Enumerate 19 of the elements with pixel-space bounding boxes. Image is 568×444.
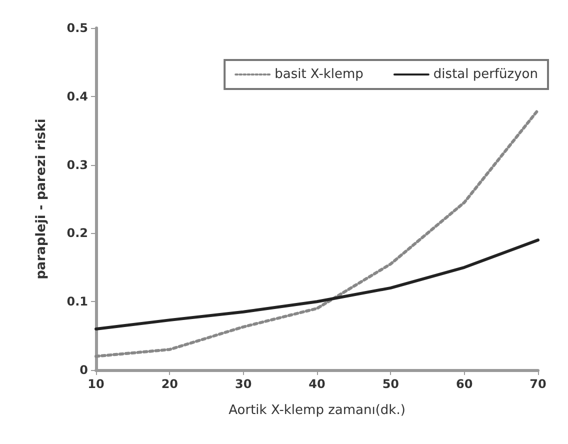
y-tick-label: 0.5 <box>66 21 88 35</box>
x-tick-label: 20 <box>161 377 178 391</box>
x-tick-label: 60 <box>456 377 473 391</box>
x-tick-label: 50 <box>382 377 400 391</box>
legend-label: distal perfüzyon <box>433 67 538 82</box>
x-tick-label: 40 <box>308 377 326 391</box>
y-tick-label: 0 <box>80 363 88 377</box>
legend-label: basit X-klemp <box>274 67 364 82</box>
line-series <box>94 108 540 358</box>
x-axis-title: Aortik X-klemp zamanı(dk.) <box>228 403 406 418</box>
line-series <box>94 238 540 330</box>
y-axis-title: parapleji - parezi riski <box>34 118 49 280</box>
y-tick-label: 0.2 <box>66 226 88 240</box>
x-tick-label: 10 <box>88 377 104 391</box>
y-tick-label: 0.1 <box>66 294 88 309</box>
x-tick-label: 30 <box>234 377 252 391</box>
x-tick-label: 70 <box>530 377 546 391</box>
y-tick-label: 0.4 <box>66 89 88 104</box>
y-tick-label: 0.3 <box>66 158 88 172</box>
